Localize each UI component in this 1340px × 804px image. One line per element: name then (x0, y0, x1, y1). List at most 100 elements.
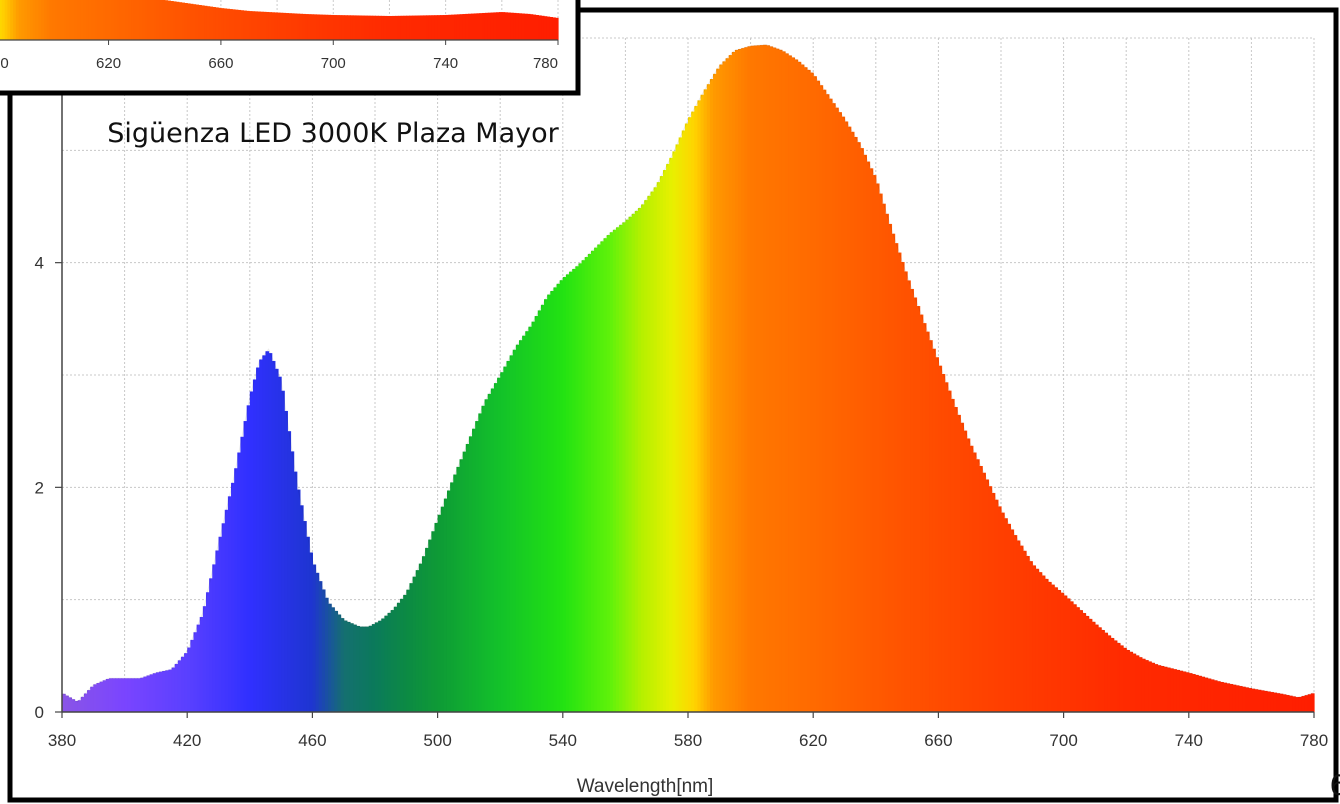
spectrum-slice (165, 670, 170, 712)
spectrum-slice (719, 64, 724, 712)
inset-spectrum-slice (341, 15, 346, 41)
chart-title: Sigüenza LED 3000K Plaza Mayor (107, 118, 559, 149)
inset-spectrum-slice (490, 12, 494, 40)
spectrum-slice (531, 321, 536, 712)
inset-spectrum-slice (381, 15, 385, 40)
inset-spectrum-slice (184, 3, 188, 40)
inset-spectrum-slice (307, 14, 312, 40)
spectrum-slice (825, 94, 830, 712)
spectrum-slice (1191, 674, 1196, 712)
spectrum-slice (162, 670, 166, 712)
spectrum-slice (1063, 595, 1068, 712)
spectrum-slice (875, 183, 880, 712)
inset-spectrum-slice (358, 15, 362, 40)
inset-spectrum-slice (316, 14, 320, 40)
spectrum-slice (412, 576, 417, 712)
spectrum-slice (1235, 685, 1240, 712)
inset-spectrum-slice (195, 4, 200, 41)
spectrum-slice (562, 277, 567, 712)
inset-spectrum-slice (392, 15, 396, 41)
inset-spectrum-slice (128, 0, 132, 40)
inset-spectrum-slice (327, 14, 332, 40)
spectrum-slice (544, 299, 548, 712)
inset-spectrum-slice (60, 0, 65, 40)
spectrum-slice (935, 357, 939, 712)
spectrum-slice (468, 436, 473, 712)
spectrum-slice (1157, 665, 1162, 712)
spectrum-slice (785, 53, 789, 713)
spectrum-slice (453, 474, 457, 712)
spectrum-slice (259, 359, 263, 712)
spectrum-slice (628, 216, 633, 712)
inset-spectrum-slice (344, 15, 348, 40)
inset-spectrum-slice (175, 1, 180, 41)
inset-spectrum-slice (378, 15, 382, 40)
inset-spectrum-slice (190, 3, 194, 41)
inset-spectrum-slice (46, 0, 51, 40)
spectrum-slice (484, 399, 489, 712)
spectrum-slice (274, 368, 279, 712)
inset-spectrum-slice (364, 15, 368, 40)
x-tick-label: 620 (799, 731, 827, 750)
spectrum-slice (1047, 581, 1052, 712)
spectrum-slice (1076, 607, 1080, 712)
spectrum-slice (932, 348, 936, 712)
spectrum-slice (1216, 681, 1221, 712)
inset-spectrum-slice (299, 13, 303, 40)
inset-spectrum-slice (501, 12, 506, 41)
spectrum-slice (93, 684, 98, 712)
spectrum-slice (522, 335, 526, 712)
x-tick-labels: 380 420 460 500 540 580 620 660 700 740 780 (48, 712, 1328, 750)
spectrum-slice (1085, 615, 1090, 712)
spectrum-slice (205, 592, 210, 712)
spectrum-slice (497, 377, 501, 712)
spectrum-slice (1257, 689, 1262, 712)
spectrum-slice (681, 130, 686, 713)
spectrum-slice (534, 316, 539, 712)
spectrum-slice (866, 161, 871, 713)
inset-spectrum-slice (97, 0, 101, 40)
spectrum-slice (1282, 694, 1287, 712)
spectrum-slice (656, 182, 661, 713)
spectrum-slice (637, 207, 642, 712)
inset-spectrum-slice (1, 0, 6, 40)
spectrum-slice (913, 297, 918, 712)
spectrum-slice (634, 210, 639, 713)
inset-spectrum-slice (0, 0, 3, 40)
inset-spectrum-slice (133, 0, 138, 40)
spectrum-slice (1182, 671, 1187, 712)
spectrum-slice (421, 556, 426, 712)
spectrum-slice (1223, 682, 1227, 712)
inset-spectrum-slice (305, 14, 309, 41)
spectrum-slice (475, 421, 479, 712)
inset-spectrum-slice (41, 0, 45, 40)
spectrum-slice (763, 44, 767, 712)
inset-spectrum-slice (330, 14, 334, 40)
inset-spectrum-slice (136, 0, 141, 40)
spectrum-slice (312, 564, 317, 712)
spectrum-slice (99, 681, 104, 712)
spectrum-slice (525, 331, 529, 712)
spectrum-slice (1132, 653, 1137, 712)
spectrum-slice (1026, 555, 1030, 712)
spectrum-slice (857, 142, 861, 712)
spectrum-slice (625, 219, 630, 712)
inset-spectrum-slice (55, 0, 59, 40)
spectrum-slice (1022, 550, 1027, 712)
spectrum-slice (734, 49, 739, 712)
inset-spectrum-slice (153, 0, 157, 41)
inset-spectrum-slice (414, 15, 419, 40)
spectrum-slice (137, 678, 141, 712)
inset-spectrum-slice (431, 15, 435, 40)
inset-spectrum-slice (38, 0, 42, 40)
inset-x-tick-label: 740 (433, 55, 458, 72)
spectrum-slice (177, 660, 182, 712)
spectrum-slice (803, 67, 808, 712)
inset-spectrum-slice (178, 2, 183, 40)
inset-spectrum-slice (271, 12, 275, 40)
inset-spectrum-slice (159, 0, 163, 40)
spectrum-slice (77, 700, 82, 712)
spectrum-slice (806, 69, 811, 713)
spectrum-slice (362, 626, 367, 712)
spectrum-slice (662, 169, 667, 712)
